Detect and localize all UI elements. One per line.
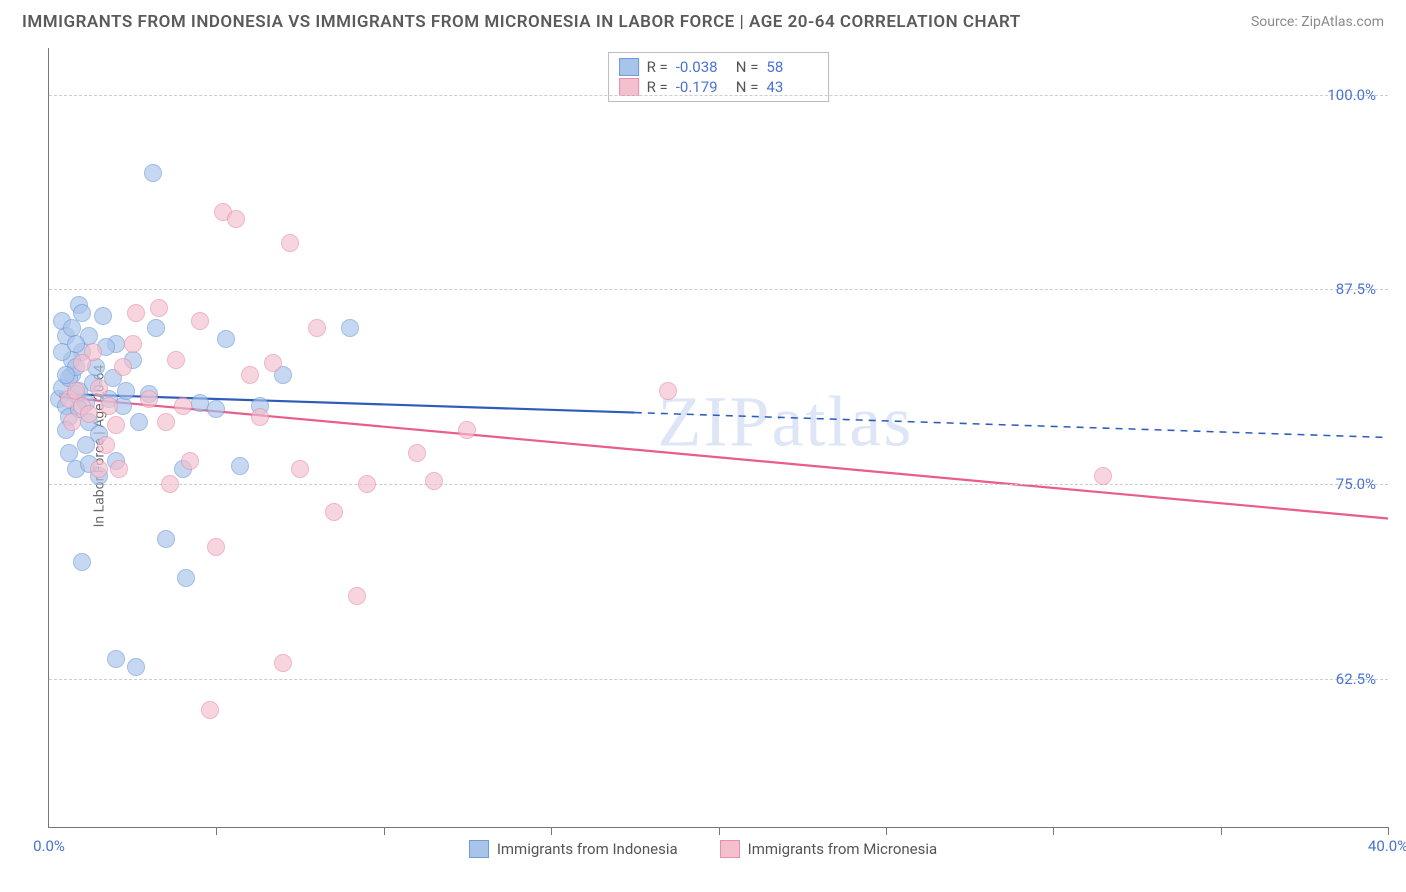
legend-swatch [619,58,639,76]
legend-label: Immigrants from Micronesia [748,840,938,858]
data-point [150,299,168,317]
data-point [308,319,326,337]
data-point [117,382,135,400]
x-tick-mark [216,827,217,835]
trend-lines-svg [49,48,1388,827]
x-tick-mark [886,827,887,835]
legend-swatch [619,78,639,96]
y-tick-label: 75.0% [1336,475,1376,493]
y-tick-label: 87.5% [1336,280,1376,298]
data-point [97,436,115,454]
x-tick-mark [719,827,720,835]
stat-n-value: 58 [766,58,818,76]
data-point [124,335,142,353]
data-point [73,304,91,322]
gridline [49,289,1388,290]
data-point [80,405,98,423]
x-tick-mark [384,827,385,835]
y-tick-label: 62.5% [1336,670,1376,688]
data-point [157,413,175,431]
data-point [157,530,175,548]
data-point [425,472,443,490]
data-point [77,436,95,454]
legend-swatch [720,840,740,858]
data-point [207,538,225,556]
stats-row: R = -0.038 N = 58 [619,57,819,77]
legend-item: Immigrants from Micronesia [720,840,938,858]
stat-r-label: R = [647,78,668,96]
data-point [281,234,299,252]
x-tick-mark [1221,827,1222,835]
data-point [348,587,366,605]
data-point [147,319,165,337]
data-point [217,330,235,348]
scatter-chart: ZIPatlas R = -0.038 N = 58 R = -0.179 N = 43 62… [48,48,1388,828]
data-point [140,390,158,408]
gridline [49,484,1388,485]
stat-n-label: N = [736,78,759,96]
data-point [207,400,225,418]
stat-n-label: N = [736,58,759,76]
data-point [90,460,108,478]
data-point [67,335,85,353]
x-tick-mark [551,827,552,835]
y-tick-label: 100.0% [1327,86,1376,104]
data-point [191,312,209,330]
data-point [114,358,132,376]
data-point [73,354,91,372]
data-point [100,397,118,415]
data-point [181,452,199,470]
data-point [63,413,81,431]
data-point [107,416,125,434]
data-point [167,351,185,369]
stat-r-value: -0.179 [676,78,728,96]
source-label: Source: ZipAtlas.com [1251,14,1384,30]
data-point [231,457,249,475]
data-point [325,503,343,521]
data-point [659,382,677,400]
data-point [130,413,148,431]
x-tick-mark [1053,827,1054,835]
data-point [241,366,259,384]
legend-item: Immigrants from Indonesia [469,840,678,858]
data-point [110,460,128,478]
data-point [274,654,292,672]
stat-n-value: 43 [766,78,818,96]
stat-r-label: R = [647,58,668,76]
data-point [341,319,359,337]
data-point [73,553,91,571]
data-point [127,304,145,322]
legend-label: Immigrants from Indonesia [497,840,678,858]
data-point [174,397,192,415]
data-point [251,408,269,426]
data-point [94,307,112,325]
data-point [1094,467,1112,485]
data-point [358,475,376,493]
x-tick-mark [1388,827,1389,835]
data-point [191,394,209,412]
data-point [227,210,245,228]
legend-swatch [469,840,489,858]
data-point [60,444,78,462]
data-point [458,421,476,439]
watermark: ZIPatlas [657,380,913,463]
data-point [107,650,125,668]
stat-r-value: -0.038 [676,58,728,76]
trend-line-extrapolated [635,413,1388,438]
gridline [49,95,1388,96]
chart-title: IMMIGRANTS FROM INDONESIA VS IMMIGRANTS … [22,12,1021,32]
data-point [161,475,179,493]
data-point [201,701,219,719]
data-point [291,460,309,478]
series-legend: Immigrants from Indonesia Immigrants from… [0,840,1406,858]
data-point [264,354,282,372]
data-point [177,569,195,587]
data-point [408,444,426,462]
data-point [90,379,108,397]
data-point [144,164,162,182]
data-point [127,658,145,676]
gridline [49,679,1388,680]
